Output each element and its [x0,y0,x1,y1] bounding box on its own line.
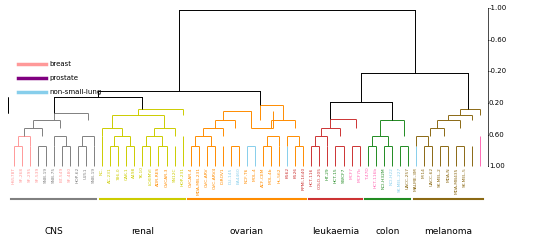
Text: 786-0: 786-0 [116,167,120,180]
Text: SF-268: SF-268 [19,167,24,182]
Text: SN12C: SN12C [173,167,176,182]
Text: MALME-3M: MALME-3M [414,167,418,191]
Text: NC-: NC- [100,167,104,175]
Text: SK-MEL-227: SK-MEL-227 [398,167,402,192]
Text: leukaemia: leukaemia [312,227,359,236]
Text: HCT-116: HCT-116 [309,167,314,186]
Text: HL-562: HL-562 [277,167,281,183]
Text: SF-295: SF-295 [28,167,32,183]
Text: BT-549: BT-549 [60,167,64,183]
Text: -0.60: -0.60 [489,37,507,43]
Text: -0.20: -0.20 [489,68,507,74]
Text: T-47D: T-47D [366,167,370,180]
Text: CAK-1: CAK-1 [124,167,128,180]
Text: EA4460: EA4460 [237,167,241,184]
Text: SK-MEL-5: SK-MEL-5 [462,167,466,187]
Text: NCI-H22: NCI-H22 [390,167,394,185]
Text: HOP-62: HOP-62 [76,167,80,184]
Text: HS578T: HS578T [12,167,16,184]
Text: NCF-T6: NCF-T6 [245,167,249,183]
Text: renal: renal [131,227,154,236]
Text: -1.00: -1.00 [489,5,507,11]
Text: ACF-CEM: ACF-CEM [261,167,265,187]
Text: SF-539: SF-539 [36,167,40,183]
Text: MOL-4: MOL-4 [253,167,257,181]
Text: melanoma: melanoma [424,227,472,236]
Text: HT-29: HT-29 [325,167,330,180]
Text: SK-MEL-2: SK-MEL-2 [438,167,442,187]
Text: 0.60: 0.60 [489,132,504,138]
Text: SWCF7: SWCF7 [341,167,346,183]
Text: K526: K526 [293,167,297,178]
Text: K562: K562 [285,167,289,178]
Text: MDA-MB-231: MDA-MB-231 [196,167,201,195]
Text: breast: breast [50,61,72,66]
Text: AC-231: AC-231 [108,167,112,183]
Text: OVCAR-4: OVCAR-4 [189,167,193,187]
Text: OVC-ARV4: OVC-ARV4 [213,167,217,189]
Text: SNB-19: SNB-19 [92,167,96,183]
Text: MDA-MB435: MDA-MB435 [454,167,458,194]
Text: MDA-N: MDA-N [446,167,450,182]
Text: MCF7b: MCF7b [357,167,362,182]
Text: UACC-62: UACC-62 [430,167,434,186]
Text: CNS: CNS [44,227,63,236]
Text: MOL-4b: MOL-4b [269,167,273,184]
Text: SNB-75: SNB-75 [52,167,56,184]
Text: COLO-205: COLO-205 [317,167,321,189]
Text: 0.20: 0.20 [489,100,504,106]
Text: MCF7: MCF7 [350,167,354,179]
Text: SNB-19: SNB-19 [44,167,48,183]
Text: NCI-H32M: NCI-H32M [382,167,386,189]
Text: TK-10: TK-10 [140,167,144,179]
Text: OVCAR-3: OVCAR-3 [164,167,169,187]
Text: HOP-231: HOP-231 [180,167,185,186]
Text: colon: colon [376,227,400,236]
Text: ADR-RES: ADR-RES [157,167,160,187]
Text: OVC-ARV: OVC-ARV [205,167,209,187]
Text: HCT-15: HCT-15 [334,167,337,183]
Text: M-14: M-14 [422,167,426,178]
Text: 1.00: 1.00 [489,163,504,169]
Text: ovarian: ovarian [230,227,264,236]
Text: LOXIMVI: LOXIMVI [148,167,153,185]
Text: prostate: prostate [50,75,79,81]
Text: SF-480: SF-480 [68,167,72,182]
Text: HCT-116b: HCT-116b [374,167,378,188]
Text: A498: A498 [132,167,137,179]
Text: U251: U251 [84,167,88,179]
Text: UACC-257: UACC-257 [406,167,410,189]
Text: RPMI-1640: RPMI-1640 [301,167,305,190]
Text: IGROV1: IGROV1 [221,167,225,184]
Text: DU-145: DU-145 [229,167,233,184]
Text: non-small-lung: non-small-lung [50,89,102,95]
